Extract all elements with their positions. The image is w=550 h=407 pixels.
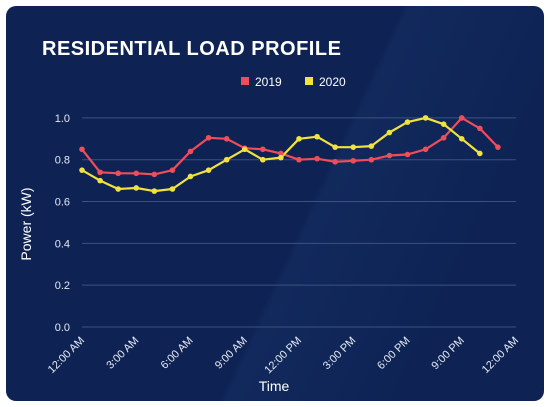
data-point-2019 (495, 144, 501, 150)
data-point-2020 (79, 167, 85, 173)
y-tick-label: 0.6 (55, 197, 70, 209)
y-tick-labels: 0.0 0.2 0.4 0.6 0.8 1.0 (55, 113, 70, 334)
legend-label-2019: 2019 (255, 75, 282, 89)
data-point-2020 (278, 154, 284, 161)
data-point-2020 (314, 133, 320, 140)
legend-label-2020: 2020 (319, 75, 346, 89)
data-point-2020 (458, 136, 465, 142)
legend-swatch-2019 (241, 77, 249, 85)
data-point-2019 (296, 156, 302, 163)
x-tick-label: 12:00 PM (262, 335, 304, 377)
data-point-2020 (422, 115, 429, 121)
series-lines (81, 116, 499, 193)
grid-lines (82, 117, 516, 328)
data-point-2019 (422, 146, 429, 153)
x-tick-label: 12:00 AM (46, 335, 87, 376)
y-tick-label: 0.2 (55, 280, 70, 292)
data-point-2020 (404, 119, 411, 125)
legend-swatch-2020 (305, 77, 313, 85)
data-point-2019 (386, 152, 393, 159)
chart-card: RESIDENTIAL LOAD PROFILE 0.0 0.2 0.4 0.6 0.8… (6, 6, 544, 401)
data-point-2019 (260, 146, 266, 153)
y-axis-label: Power (kW) (18, 187, 34, 260)
x-tick-label: 6:00 PM (375, 335, 412, 372)
y-tick-label: 0.0 (55, 322, 70, 334)
data-point-2019 (477, 125, 483, 132)
data-point-2019 (332, 159, 338, 165)
legend: 2019 2020 (241, 75, 346, 89)
data-point-2020 (241, 146, 248, 153)
data-point-2019 (278, 150, 284, 157)
data-point-2020 (115, 186, 121, 192)
data-point-2019 (97, 169, 103, 176)
data-point-2019 (187, 148, 194, 155)
data-point-2019 (440, 134, 447, 141)
y-tick-label: 0.4 (55, 238, 70, 250)
data-point-2019 (404, 151, 411, 158)
data-point-2020 (205, 167, 212, 173)
x-tick-label: 3:00 AM (104, 335, 141, 372)
line-chart: 0.0 0.2 0.4 0.6 0.8 1.0 12:00 AM 3:00 AM 6:00 A… (18, 75, 521, 394)
x-tick-label: 9:00 PM (429, 335, 466, 372)
data-point-2020 (440, 121, 447, 127)
data-point-2019 (350, 157, 357, 164)
y-tick-label: 1.0 (55, 113, 70, 125)
data-point-2019 (79, 146, 85, 153)
data-point-2019 (115, 170, 121, 177)
data-point-2020 (296, 136, 302, 142)
data-point-2020 (169, 186, 176, 192)
data-point-2020 (133, 185, 140, 191)
data-point-2020 (187, 173, 194, 180)
data-point-2019 (314, 155, 320, 162)
x-tick-label: 6:00 AM (159, 335, 196, 372)
x-tick-labels: 12:00 AM 3:00 AM 6:00 AM 9:00 AM 12:00 PM 3:0… (46, 335, 521, 377)
data-point-2019 (151, 171, 158, 178)
data-point-2020 (151, 188, 158, 194)
data-point-2020 (477, 150, 483, 157)
data-point-2020 (223, 156, 230, 163)
data-point-2019 (133, 170, 140, 177)
data-point-2020 (97, 177, 103, 184)
x-axis-label: Time (259, 378, 290, 394)
chart-title: RESIDENTIAL LOAD PROFILE (42, 38, 342, 60)
data-point-2019 (223, 136, 230, 142)
data-point-2019 (368, 156, 375, 163)
data-point-2020 (350, 144, 357, 150)
series-points (79, 115, 501, 194)
data-point-2020 (260, 156, 266, 163)
data-point-2019 (169, 167, 176, 173)
x-tick-label: 12:00 AM (480, 335, 521, 376)
series-line-2019 (81, 116, 499, 176)
data-point-2020 (332, 144, 338, 150)
y-tick-label: 0.8 (55, 155, 70, 167)
x-tick-label: 9:00 AM (213, 335, 250, 372)
data-point-2020 (368, 143, 375, 149)
data-point-2019 (458, 115, 465, 121)
data-point-2019 (205, 134, 212, 141)
data-point-2020 (386, 129, 393, 136)
x-tick-label: 3:00 PM (321, 335, 358, 372)
